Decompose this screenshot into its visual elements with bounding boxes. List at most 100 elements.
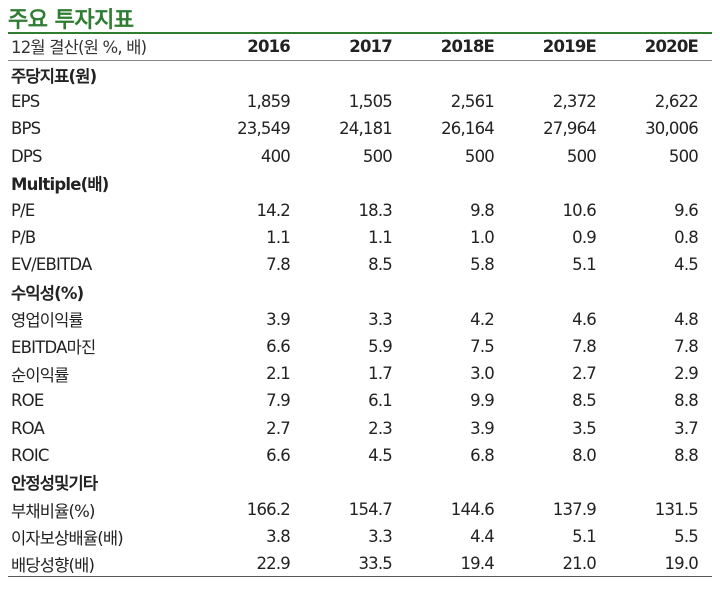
row-label: 부채비율(%)	[11, 501, 95, 521]
value-cell	[406, 61, 508, 89]
value-cell: 144.6	[450, 500, 495, 520]
value-cell: 9.8	[470, 201, 495, 221]
section-row: 수익성(%)	[8, 279, 712, 306]
value-cell: 2.7	[572, 364, 597, 384]
row-label: ROIC	[11, 445, 49, 465]
section-row: 주당지표(원)	[8, 61, 712, 89]
value-cell: 2.3	[368, 418, 393, 438]
value-cell: 2.9	[674, 364, 699, 384]
value-cell: 22.9	[256, 554, 290, 574]
value-cell: 3.3	[368, 309, 393, 329]
table-row: 순이익률 2.1 1.7 3.0 2.7 2.9	[8, 360, 712, 387]
value-cell	[508, 170, 610, 197]
value-cell: 6.1	[368, 391, 393, 411]
value-cell: 3.7	[674, 418, 699, 438]
value-cell	[202, 61, 304, 89]
value-cell	[304, 170, 406, 197]
table-row: ROA 2.7 2.3 3.9 3.5 3.7	[8, 414, 712, 441]
value-cell: 27,964	[543, 119, 597, 139]
value-cell: 154.7	[348, 500, 393, 520]
value-cell: 500	[668, 146, 699, 166]
value-cell: 3.8	[266, 527, 291, 547]
value-cell: 2.1	[266, 364, 291, 384]
table-row: EBITDA마진 6.6 5.9 7.5 7.8 7.8	[8, 333, 712, 360]
value-cell	[406, 170, 508, 197]
row-label: EPS	[11, 92, 40, 112]
section-label: 수익성(%)	[11, 284, 84, 304]
value-cell: 7.8	[674, 336, 699, 356]
row-label: EBITDA마진	[11, 338, 96, 358]
table-body: 주당지표(원) EPS 1,859 1,505 2,561 2,372 2,622 BPS 23…	[8, 61, 712, 578]
row-label: DPS	[11, 146, 43, 166]
table-row: EV/EBITDA 7.8 8.5 5.8 5.1 4.5	[8, 251, 712, 278]
row-label: 배당성향(배)	[11, 555, 95, 575]
value-cell	[202, 469, 304, 496]
value-cell: 5.9	[368, 336, 393, 356]
value-cell: 18.3	[358, 201, 392, 221]
value-cell: 3.5	[572, 418, 597, 438]
row-label: ROE	[11, 391, 44, 411]
value-cell: 500	[362, 146, 393, 166]
table-title: 주요 투자지표	[8, 8, 134, 33]
value-cell: 5.5	[674, 527, 699, 547]
year-2020e: 2020E	[610, 32, 712, 61]
value-cell	[610, 469, 712, 496]
value-cell	[610, 61, 712, 89]
value-cell: 0.9	[572, 228, 597, 248]
value-cell	[406, 469, 508, 496]
header-label: 12월 결산(원 %, 배)	[8, 32, 202, 61]
value-cell: 1.7	[368, 364, 393, 384]
bottom-divider	[8, 576, 712, 577]
section-label: Multiple(배)	[11, 175, 109, 195]
value-cell: 137.9	[552, 500, 597, 520]
value-cell: 4.2	[470, 309, 495, 329]
table-row: DPS 400 500 500 500 500	[8, 143, 712, 170]
value-cell: 3.9	[266, 309, 291, 329]
value-cell: 19.0	[664, 554, 698, 574]
value-cell	[202, 170, 304, 197]
value-cell: 6.8	[470, 445, 495, 465]
value-cell: 400	[260, 146, 291, 166]
value-cell	[304, 469, 406, 496]
table-row: ROE 7.9 6.1 9.9 8.5 8.8	[8, 387, 712, 414]
value-cell: 4.5	[368, 445, 393, 465]
value-cell	[202, 279, 304, 306]
value-cell: 500	[464, 146, 495, 166]
value-cell: 4.6	[572, 309, 597, 329]
table-row: P/B 1.1 1.1 1.0 0.9 0.8	[8, 224, 712, 251]
table-row: 영업이익률 3.9 3.3 4.2 4.6 4.8	[8, 306, 712, 333]
section-label: 주당지표(원)	[11, 66, 97, 86]
value-cell: 6.6	[266, 445, 291, 465]
value-cell: 10.6	[562, 201, 596, 221]
value-cell: 4.5	[674, 255, 699, 275]
section-row: Multiple(배)	[8, 170, 712, 197]
year-2019e: 2019E	[508, 32, 610, 61]
value-cell	[304, 61, 406, 89]
value-cell: 7.8	[266, 255, 291, 275]
value-cell: 1.0	[470, 228, 495, 248]
value-cell: 5.1	[572, 527, 597, 547]
value-cell: 8.0	[572, 445, 597, 465]
value-cell: 2,622	[654, 92, 699, 112]
value-cell	[610, 279, 712, 306]
value-cell: 2.7	[266, 418, 291, 438]
value-cell: 3.3	[368, 527, 393, 547]
value-cell: 3.0	[470, 364, 495, 384]
value-cell: 7.9	[266, 391, 291, 411]
value-cell: 14.2	[256, 201, 290, 221]
value-cell: 7.8	[572, 336, 597, 356]
table-row: 이자보상배율(배) 3.8 3.3 4.4 5.1 5.5	[8, 523, 712, 550]
value-cell: 19.4	[460, 554, 494, 574]
table-row: EPS 1,859 1,505 2,561 2,372 2,622	[8, 88, 712, 115]
value-cell: 2,561	[450, 92, 495, 112]
row-label: P/B	[11, 228, 36, 248]
value-cell: 1,505	[348, 92, 393, 112]
section-label: 안정성및기타	[11, 474, 98, 494]
value-cell: 2,372	[552, 92, 597, 112]
value-cell: 131.5	[654, 500, 699, 520]
header-row: 12월 결산(원 %, 배) 2016 2017 2018E 2019E 202…	[8, 32, 712, 61]
section-row: 안정성및기타	[8, 469, 712, 496]
table-row: BPS 23,549 24,181 26,164 27,964 30,006	[8, 115, 712, 142]
value-cell: 4.4	[470, 527, 495, 547]
